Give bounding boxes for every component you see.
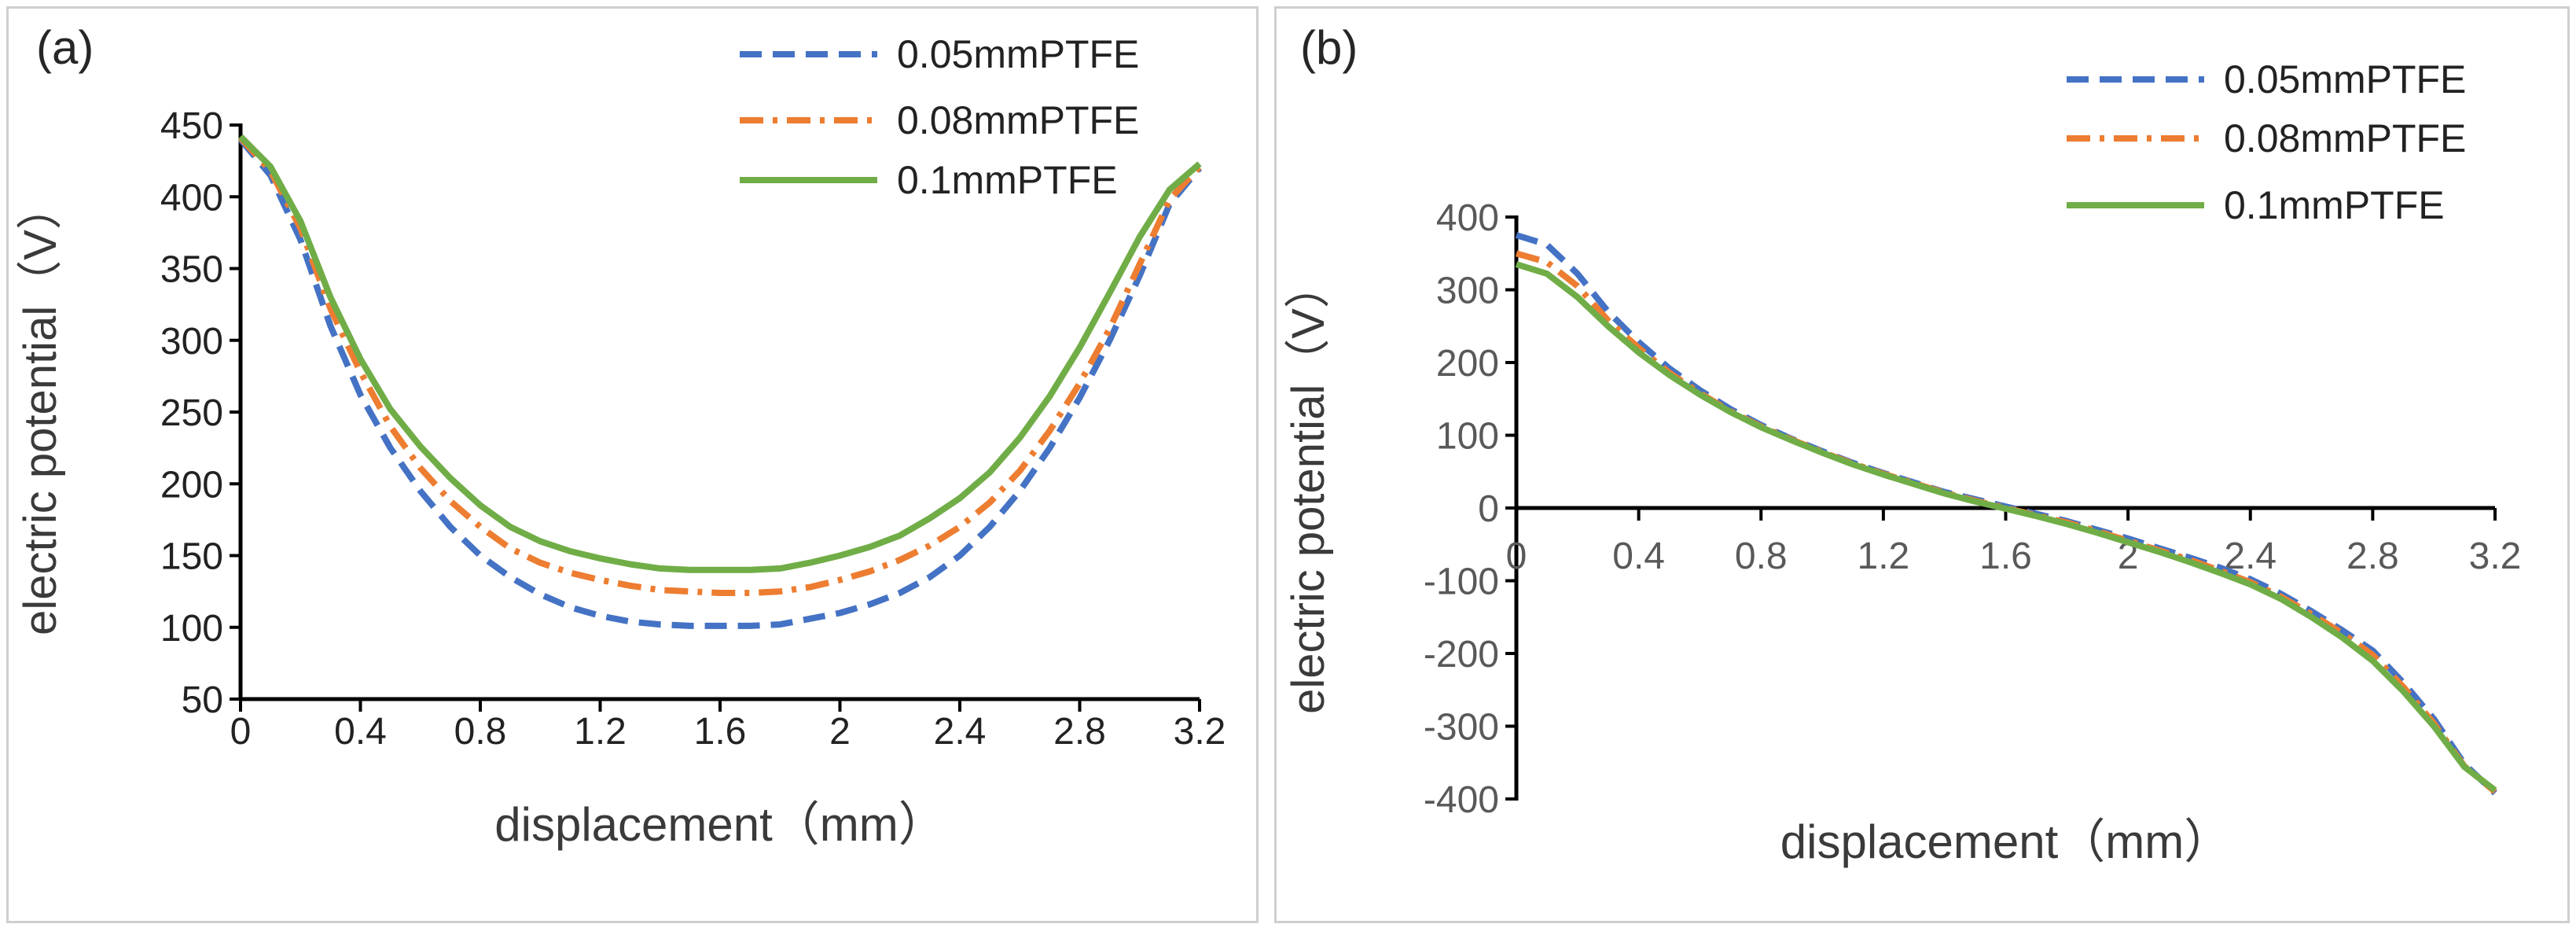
chart-panel-b: (b) -400 -300 -200 -100 0 100 200 300 400 0 0.4 0.8 1…: [1274, 6, 2570, 923]
y-tick-label: -100: [1424, 561, 1499, 603]
chart-panel-a: (a) 50 100 150 200 250 300 350 400 450 0 0.4 0.8 1.2 1…: [6, 6, 1259, 923]
x-tick-label: 3.2: [2469, 536, 2522, 577]
y-tick-label: 450: [160, 105, 223, 147]
x-axis-title: displacement（mm）: [494, 798, 946, 851]
series-line-2: [1515, 261, 2497, 793]
x-tick-label: 2.8: [1053, 711, 1106, 753]
legend-label: 0.08mmPTFE: [2224, 116, 2466, 160]
x-tick-label: 0.8: [1735, 536, 1788, 577]
legend-label: 0.05mmPTFE: [2224, 57, 2466, 101]
x-tick-label: 0.4: [1612, 536, 1665, 577]
x-tick-label: 2.4: [934, 711, 987, 753]
legend-label: 0.08mmPTFE: [897, 98, 1139, 142]
x-tick-label: 2.8: [2346, 536, 2399, 577]
series-line-1: [238, 135, 1202, 596]
y-tick-label: 200: [160, 464, 223, 506]
y-tick-label: -200: [1424, 634, 1499, 675]
y-tick-label: 0: [1478, 488, 1499, 530]
panel-label: (a): [36, 21, 94, 74]
y-tick-label: 100: [1436, 416, 1499, 458]
x-tick-label: 0.8: [454, 711, 507, 753]
y-tick-label: 200: [1436, 343, 1499, 385]
y-tick-label: -400: [1424, 779, 1499, 821]
x-tick-label: 1.6: [1979, 536, 2032, 577]
y-tick-label: 400: [160, 177, 223, 219]
series-line-2: [238, 134, 1202, 573]
y-tick-label: 350: [160, 249, 223, 291]
x-tick-label: 0: [230, 711, 252, 753]
x-tick-label: 1.2: [1858, 536, 1910, 577]
x-tick-label: 0.4: [334, 711, 387, 753]
legend-label: 0.1mmPTFE: [2224, 183, 2445, 227]
x-tick-label: 1.6: [694, 711, 747, 753]
y-tick-label: -300: [1424, 707, 1499, 749]
y-tick-label: 150: [160, 536, 223, 578]
x-axis-title: displacement（mm）: [1780, 815, 2232, 868]
panel-label: (b): [1300, 21, 1358, 74]
y-axis-title: electric potential（V）: [1283, 263, 1334, 714]
y-tick-label: 250: [160, 392, 223, 434]
x-tick-label: 3.2: [1174, 711, 1226, 753]
y-tick-label: 100: [160, 608, 223, 650]
x-tick-label: 0: [1506, 536, 1527, 577]
legend-label: 0.05mmPTFE: [897, 32, 1139, 76]
chart-a-svg: (a) 50 100 150 200 250 300 350 400 450 0 0.4 0.8 1.2 1…: [15, 21, 1226, 851]
x-tick-label: 2: [829, 711, 851, 753]
series-line-0: [237, 137, 1203, 629]
y-axis-title: electric potential（V）: [15, 184, 66, 635]
y-tick-label: 400: [1436, 197, 1499, 239]
y-tick-label: 50: [182, 679, 223, 721]
x-tick-label: 1.2: [574, 711, 627, 753]
y-tick-label: 300: [160, 321, 223, 363]
y-tick-label: 300: [1436, 271, 1499, 312]
series-line-1: [1515, 250, 2497, 794]
legend-label: 0.1mmPTFE: [897, 158, 1118, 202]
